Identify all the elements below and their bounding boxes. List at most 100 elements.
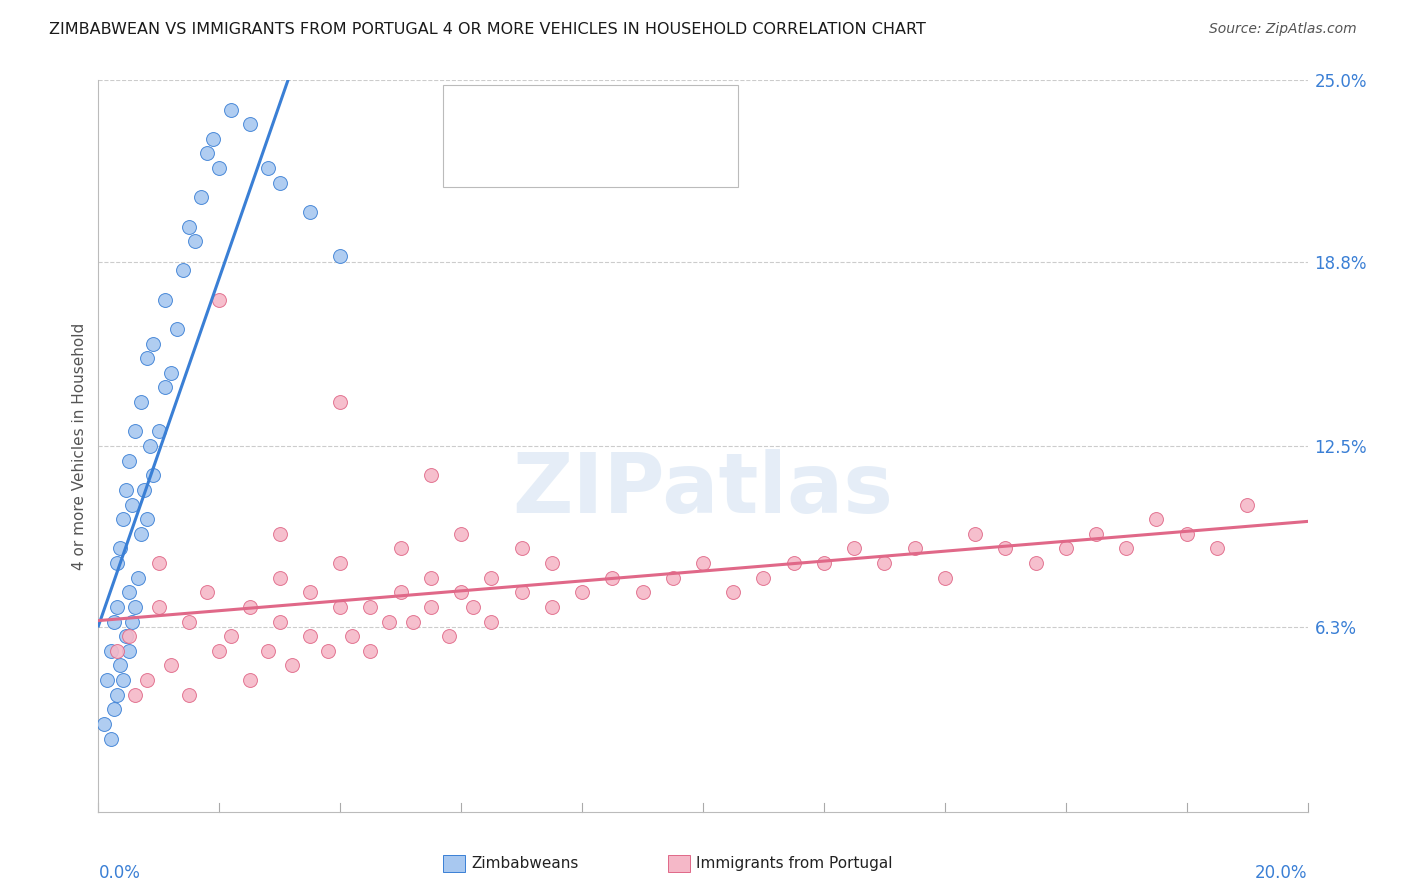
Text: 20.0%: 20.0%	[1256, 864, 1308, 882]
Text: N = 49: N = 49	[644, 105, 702, 120]
Point	[360, 644, 382, 658]
Text: Zimbabweans: Zimbabweans	[471, 856, 578, 871]
Point	[195, 146, 218, 161]
Point	[692, 556, 714, 570]
Point	[420, 599, 443, 614]
Point	[179, 219, 201, 234]
Point	[127, 571, 149, 585]
Point	[108, 658, 131, 673]
Point	[105, 644, 128, 658]
Point	[129, 395, 152, 409]
Point	[571, 585, 593, 599]
Point	[1115, 541, 1137, 556]
Point	[121, 615, 143, 629]
Point	[105, 556, 128, 570]
Point	[93, 717, 115, 731]
Point	[510, 585, 533, 599]
Point	[299, 205, 322, 219]
Point	[965, 526, 987, 541]
Point	[118, 453, 141, 467]
Point	[450, 526, 472, 541]
Point	[124, 599, 146, 614]
Point	[221, 103, 243, 117]
Point	[135, 351, 157, 366]
Point	[934, 571, 956, 585]
Point	[179, 688, 201, 702]
Point	[114, 483, 136, 497]
Point	[142, 336, 165, 351]
Point	[142, 468, 165, 483]
Point	[132, 483, 155, 497]
Point	[904, 541, 927, 556]
Point	[208, 161, 231, 175]
Bar	[454, 145, 494, 175]
Point	[844, 541, 866, 556]
Point	[873, 556, 896, 570]
Point	[202, 132, 225, 146]
Point	[239, 673, 262, 687]
Point	[118, 629, 141, 643]
Point	[437, 629, 460, 643]
Text: 0.0%: 0.0%	[98, 864, 141, 882]
Point	[269, 526, 291, 541]
Point	[723, 585, 745, 599]
Point	[994, 541, 1017, 556]
Point	[108, 541, 131, 556]
Text: Immigrants from Portugal: Immigrants from Portugal	[696, 856, 893, 871]
Point	[256, 644, 278, 658]
Point	[179, 615, 201, 629]
Point	[420, 571, 443, 585]
Point	[190, 190, 212, 204]
Point	[256, 161, 278, 175]
Point	[239, 117, 262, 131]
Point	[602, 571, 624, 585]
Point	[1054, 541, 1077, 556]
Point	[342, 629, 364, 643]
Point	[208, 293, 231, 307]
Point	[631, 585, 654, 599]
Point	[402, 615, 425, 629]
Point	[103, 615, 125, 629]
Point	[100, 731, 122, 746]
Point	[118, 644, 141, 658]
Point	[239, 599, 262, 614]
Point	[481, 615, 503, 629]
Point	[166, 322, 188, 336]
Bar	[454, 97, 494, 128]
Point	[114, 629, 136, 643]
Point	[135, 512, 157, 526]
Point	[752, 571, 775, 585]
Point	[148, 556, 170, 570]
Point	[269, 615, 291, 629]
Point	[540, 599, 562, 614]
Point	[1146, 512, 1168, 526]
Point	[269, 571, 291, 585]
Point	[360, 599, 382, 614]
FancyBboxPatch shape	[443, 85, 738, 187]
Point	[148, 599, 170, 614]
Text: Source: ZipAtlas.com: Source: ZipAtlas.com	[1209, 22, 1357, 37]
Point	[118, 585, 141, 599]
Point	[450, 585, 472, 599]
Point	[540, 556, 562, 570]
Point	[160, 658, 183, 673]
Point	[1206, 541, 1229, 556]
Y-axis label: 4 or more Vehicles in Household: 4 or more Vehicles in Household	[72, 322, 87, 570]
Point	[1085, 526, 1108, 541]
Point	[100, 644, 122, 658]
Point	[1175, 526, 1198, 541]
Point	[135, 673, 157, 687]
Point	[124, 688, 146, 702]
Text: ZIPatlas: ZIPatlas	[513, 450, 893, 531]
Point	[316, 644, 339, 658]
Point	[389, 585, 412, 599]
Point	[105, 688, 128, 702]
Point	[299, 585, 322, 599]
Point	[195, 585, 218, 599]
Point	[148, 425, 170, 439]
Point	[172, 263, 194, 277]
Point	[389, 541, 412, 556]
Point	[153, 380, 176, 394]
Point	[329, 556, 352, 570]
Point	[124, 425, 146, 439]
